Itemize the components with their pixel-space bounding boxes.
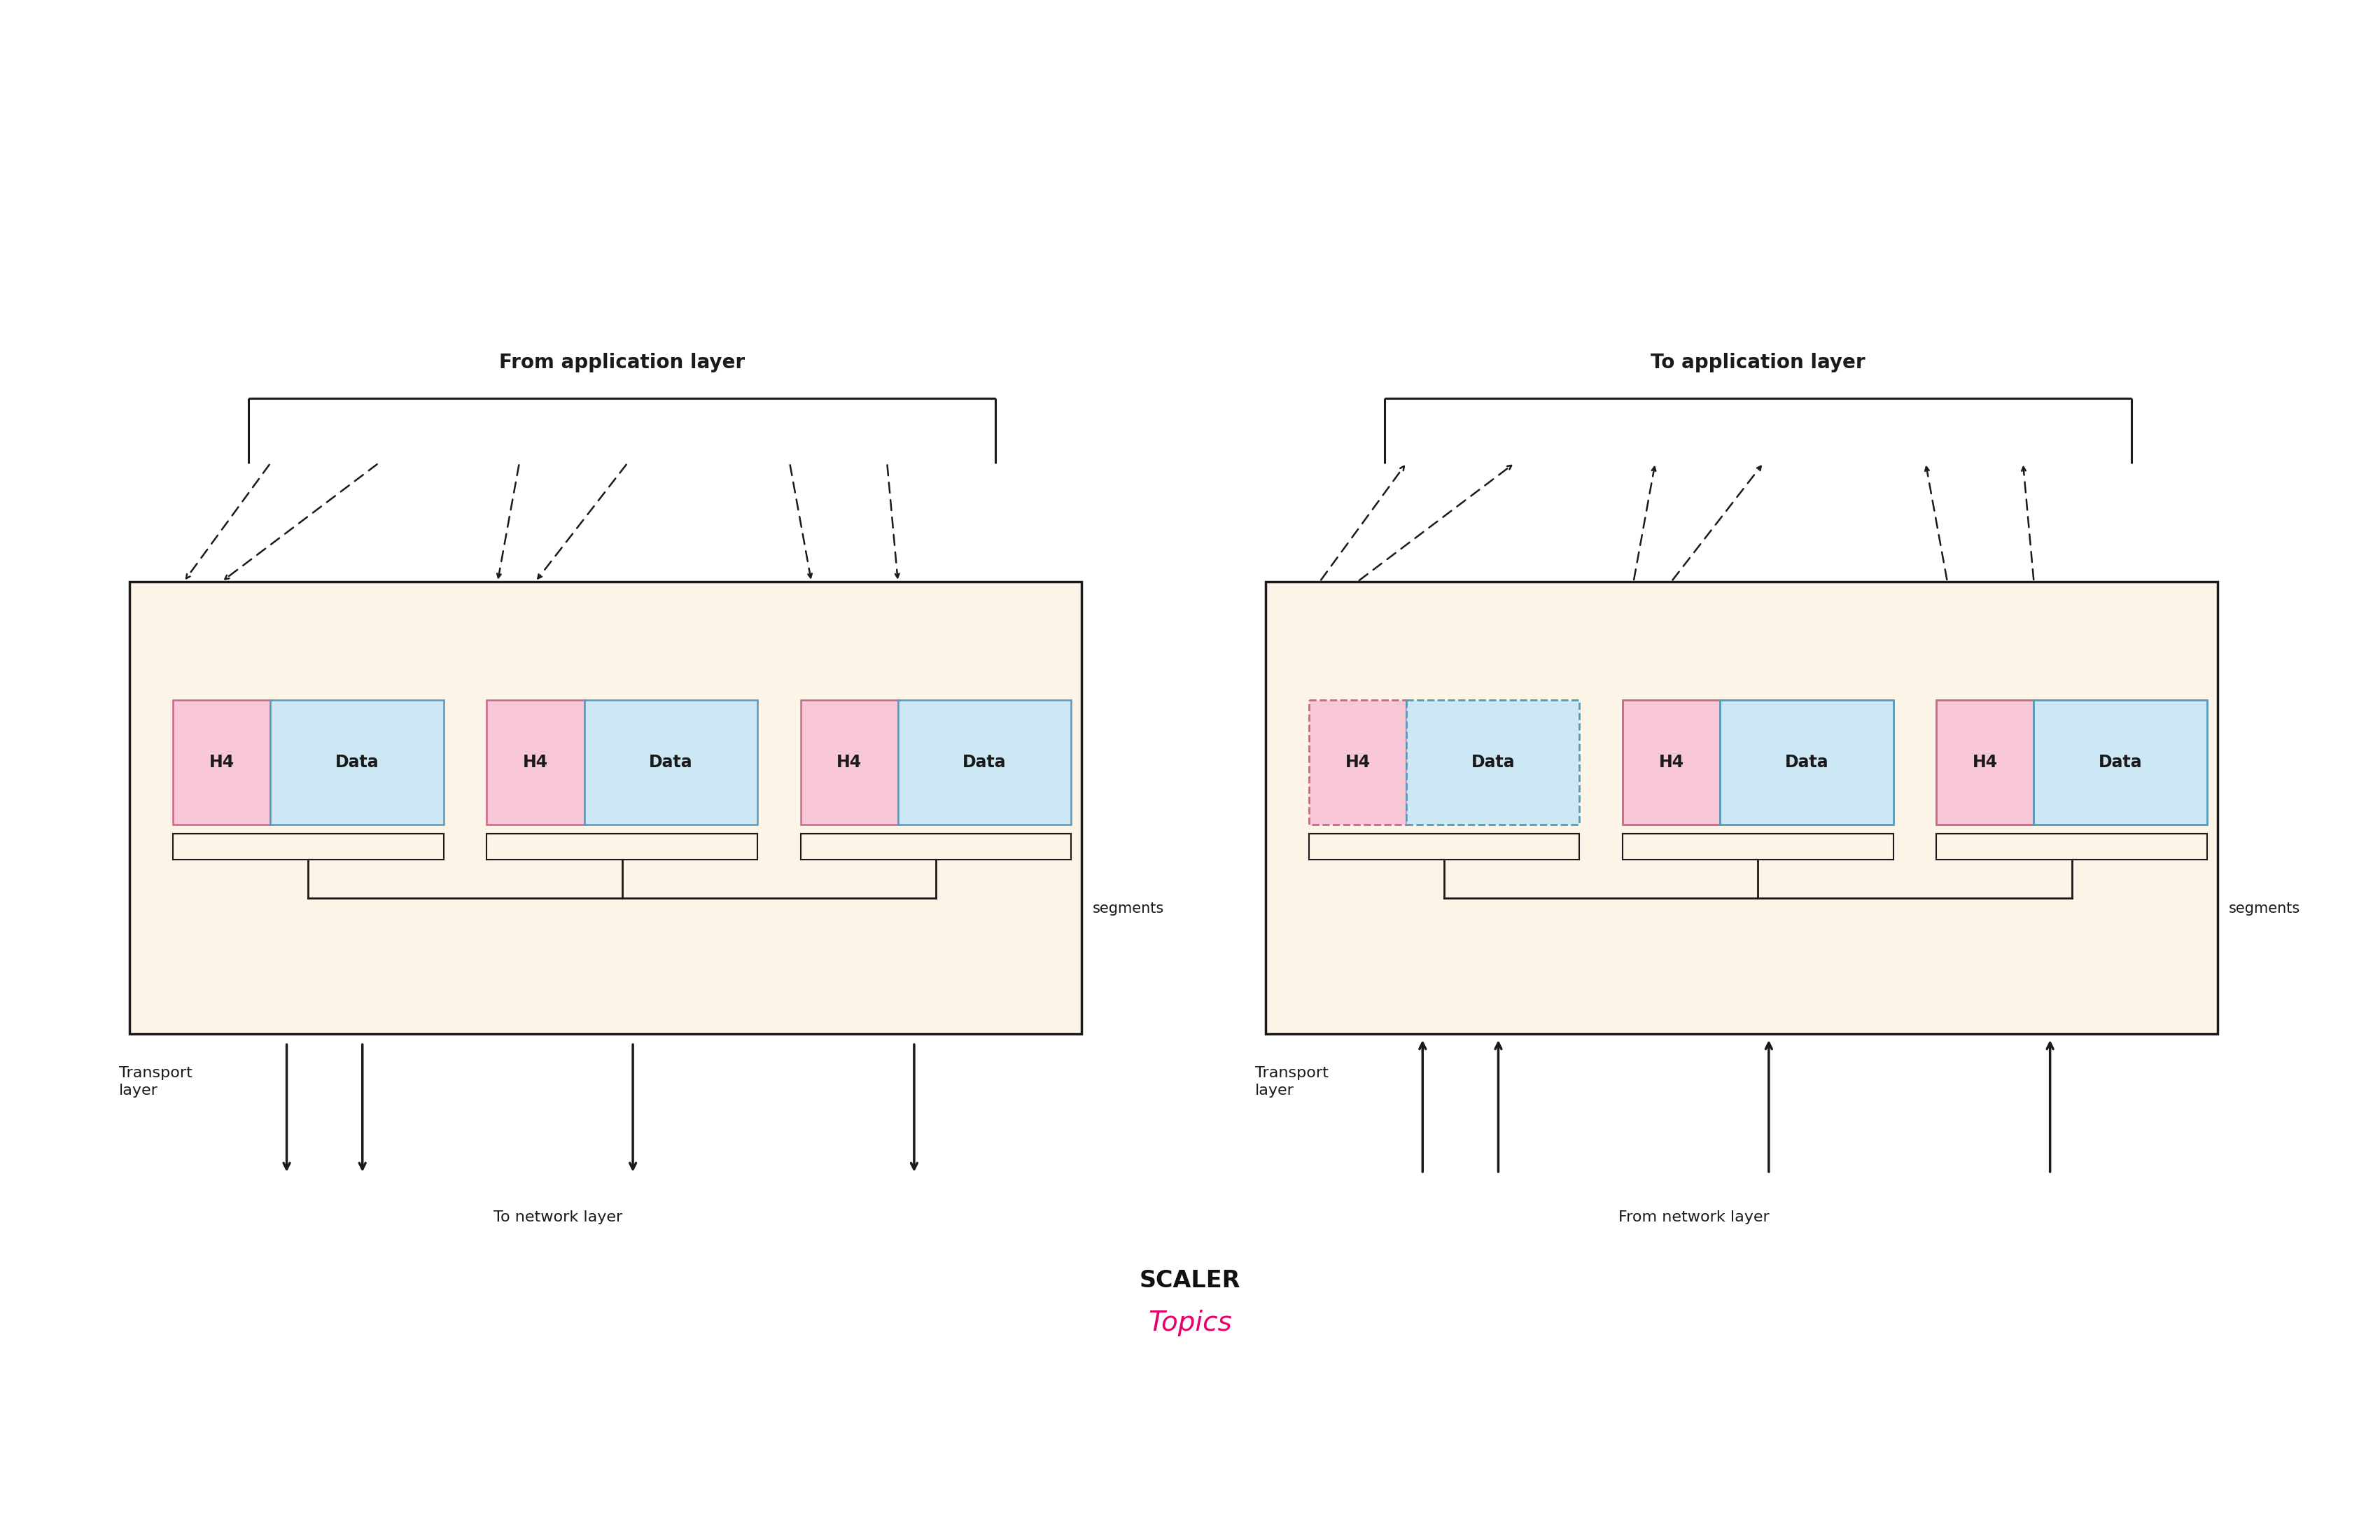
Text: H4: H4 [1659,755,1685,772]
Text: From network layer: From network layer [1618,1210,1771,1224]
FancyBboxPatch shape [897,701,1071,825]
FancyBboxPatch shape [1623,701,1721,825]
Text: Data: Data [2099,755,2142,772]
Text: Data: Data [1471,755,1514,772]
Text: H4: H4 [838,755,862,772]
Text: H4: H4 [209,755,233,772]
FancyBboxPatch shape [1309,701,1407,825]
Text: Data: Data [336,755,378,772]
Bar [1623,833,1892,859]
Text: Transport
layer: Transport layer [1254,1066,1328,1098]
Text: To application layer: To application layer [1652,353,1866,373]
Bar [800,833,1071,859]
FancyBboxPatch shape [583,701,757,825]
Text: To network layer: To network layer [493,1210,624,1224]
Text: SCALER: SCALER [1140,1269,1240,1292]
FancyBboxPatch shape [271,701,443,825]
FancyBboxPatch shape [1937,701,2035,825]
FancyBboxPatch shape [488,701,583,825]
Text: H4: H4 [1345,755,1371,772]
FancyBboxPatch shape [1266,582,2218,1033]
Text: Data: Data [650,755,693,772]
Bar [488,833,757,859]
FancyBboxPatch shape [174,701,271,825]
FancyBboxPatch shape [800,701,897,825]
FancyBboxPatch shape [131,582,1083,1033]
Text: Data: Data [962,755,1007,772]
Bar [1309,833,1580,859]
Text: Data: Data [1785,755,1828,772]
FancyBboxPatch shape [1407,701,1580,825]
Bar [174,833,443,859]
FancyBboxPatch shape [2035,701,2206,825]
Text: segments: segments [1092,902,1164,916]
Text: Topics: Topics [1147,1309,1233,1337]
Text: segments: segments [2228,902,2299,916]
FancyBboxPatch shape [1721,701,1892,825]
Bar [1937,833,2206,859]
Text: Transport
layer: Transport layer [119,1066,193,1098]
Text: H4: H4 [524,755,547,772]
Text: From application layer: From application layer [500,353,745,373]
Text: H4: H4 [1973,755,1997,772]
